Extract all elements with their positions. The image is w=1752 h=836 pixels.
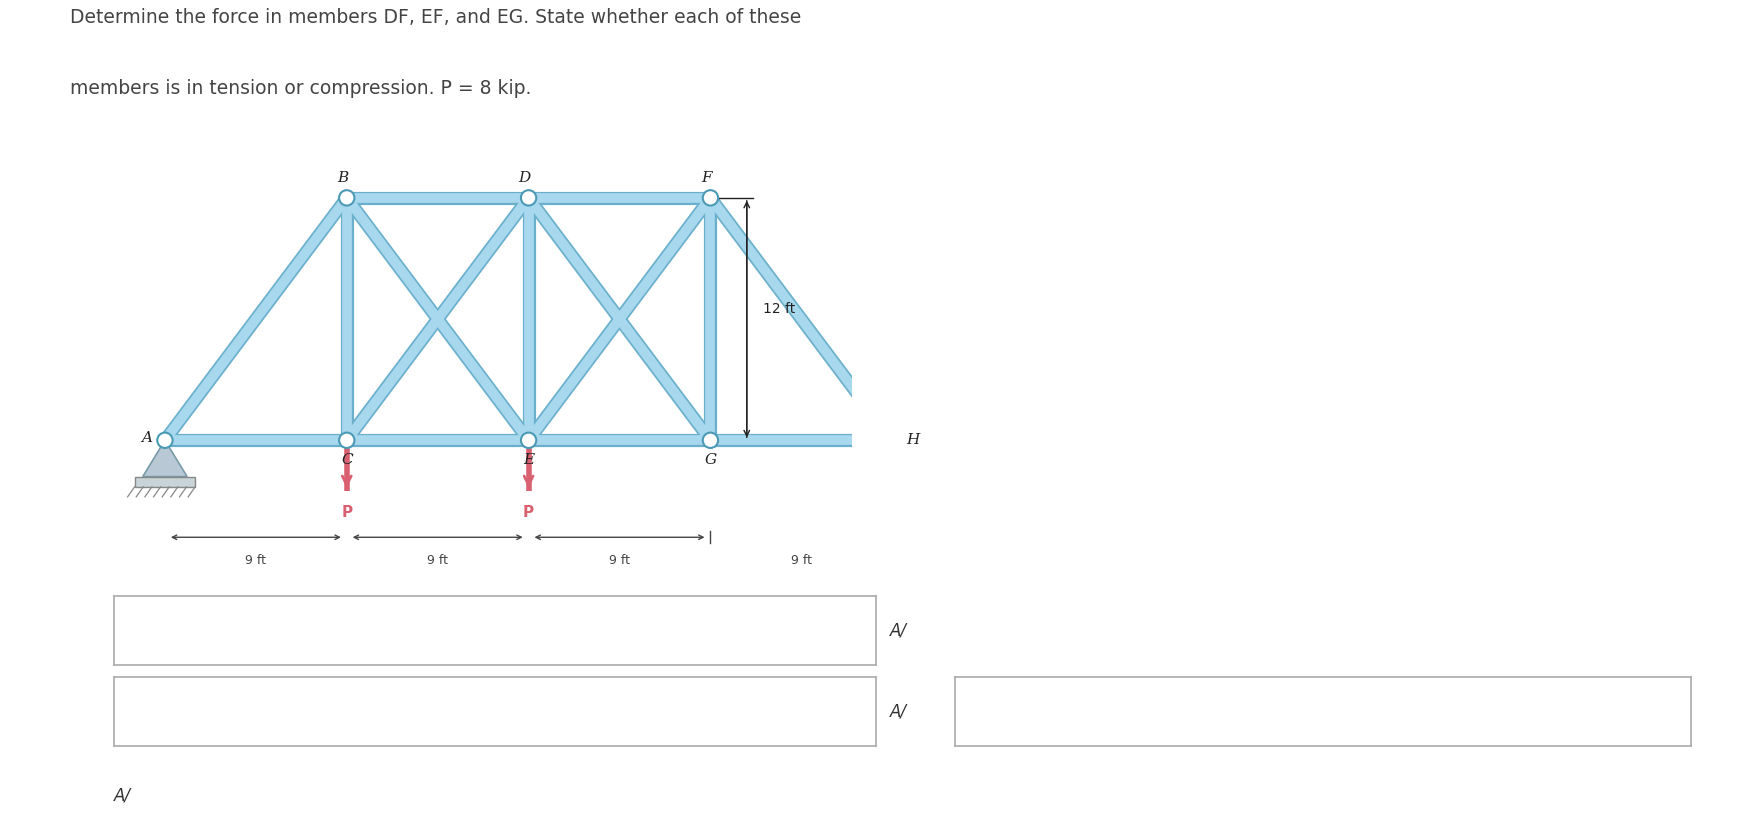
Text: A/: A/ [890, 621, 908, 640]
Circle shape [520, 432, 536, 448]
Text: B: B [336, 171, 349, 185]
Text: A/: A/ [890, 702, 908, 721]
Text: E: E [524, 453, 534, 467]
Bar [135, 477, 194, 487]
Text: A: A [142, 431, 152, 446]
Text: 9 ft: 9 ft [245, 554, 266, 568]
Text: D: D [519, 171, 531, 185]
Text: 12 ft: 12 ft [762, 302, 795, 316]
Text: Determine the force in members DF, EF, and EG. State whether each of these: Determine the force in members DF, EF, a… [70, 8, 801, 28]
Circle shape [703, 190, 718, 206]
Circle shape [885, 432, 901, 448]
Text: C: C [342, 453, 352, 467]
Text: P: P [342, 505, 352, 520]
Text: 9 ft: 9 ft [427, 554, 449, 568]
Circle shape [520, 190, 536, 206]
Text: P: P [524, 505, 534, 520]
Text: A/: A/ [114, 787, 131, 805]
Text: 9 ft: 9 ft [790, 554, 811, 568]
Text: H: H [906, 433, 920, 447]
Circle shape [703, 432, 718, 448]
Text: F: F [701, 171, 711, 185]
Text: members is in tension or compression. P = 8 kip.: members is in tension or compression. P … [70, 79, 531, 98]
Polygon shape [142, 441, 187, 477]
Circle shape [872, 444, 890, 461]
Circle shape [158, 432, 173, 448]
Circle shape [340, 190, 354, 206]
Circle shape [895, 444, 911, 461]
Text: 9 ft: 9 ft [610, 554, 631, 568]
Text: G: G [704, 453, 717, 467]
Circle shape [340, 432, 354, 448]
